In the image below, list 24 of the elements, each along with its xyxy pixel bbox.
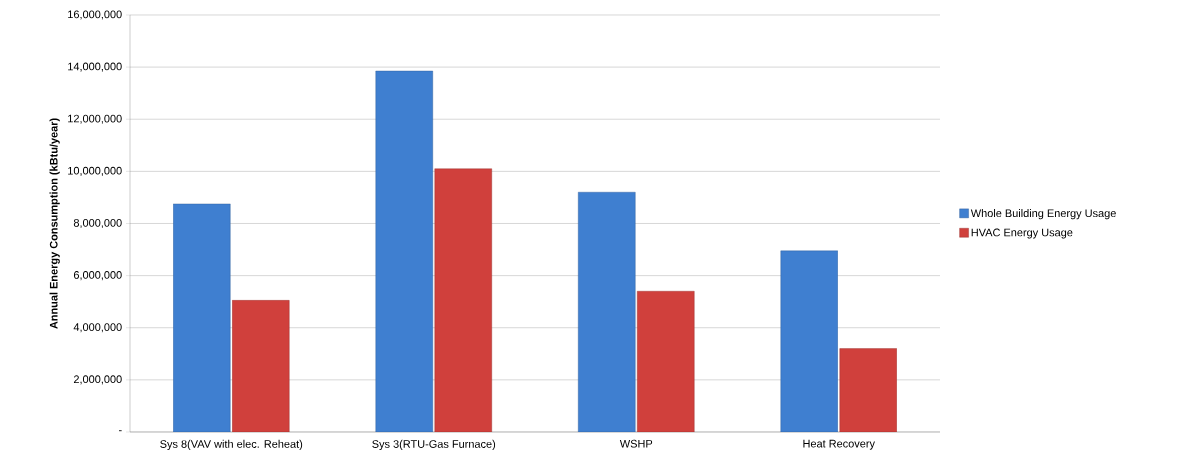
legend-label: Whole Building Energy Usage	[970, 209, 1116, 220]
y-axis-title: Annual Energy Consumption (kBtu/year)	[49, 118, 60, 329]
x-tick-label: Sys 3(RTU-Gas Furnace)	[372, 439, 496, 451]
y-tick-label: -	[118, 430, 122, 432]
bar	[173, 203, 231, 432]
x-tick-label: Heat Recovery	[803, 439, 875, 450]
bar	[578, 192, 636, 432]
y-tick-label: 12,000,000	[68, 114, 122, 124]
y-tick-label: 4,000,000	[73, 323, 122, 333]
x-tick-label: WSHP	[619, 439, 653, 448]
bar	[637, 291, 695, 432]
y-tick-label: 10,000,000	[68, 166, 122, 176]
y-tick-label: 6,000,000	[73, 271, 122, 281]
y-tick-label: 16,000,000	[68, 10, 122, 20]
y-tick-label: 2,000,000	[73, 375, 122, 385]
bar	[232, 300, 290, 432]
bar	[434, 168, 492, 432]
y-tick-label: 14,000,000	[68, 62, 122, 72]
y-tick-label: 8,000,000	[73, 218, 122, 229]
x-tick-label: Sys 8(VAV with elec. Reheat)	[160, 439, 303, 451]
bar	[780, 250, 838, 432]
bar	[839, 348, 897, 432]
bar	[375, 70, 433, 432]
legend-label: HVAC Energy Usage	[971, 228, 1073, 239]
